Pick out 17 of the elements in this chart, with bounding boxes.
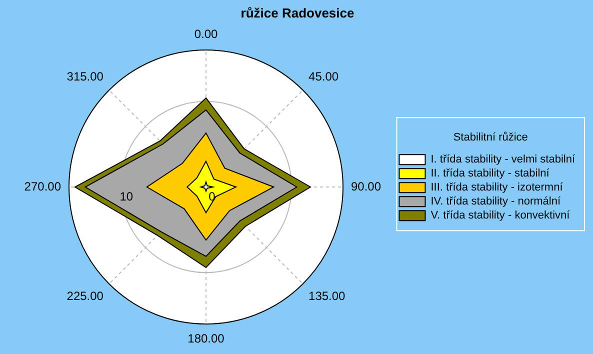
- legend-label: I. třída stability - velmi stabilní: [430, 154, 576, 166]
- chart-title: růžice Radovesice: [240, 5, 354, 20]
- legend-label: IV. třída stability - normální: [430, 196, 562, 208]
- legend-label: III. třída stability - izotermní: [430, 182, 564, 194]
- spoke-label: 135.00: [308, 289, 346, 304]
- legend-label: II. třída stability - stabilní: [430, 168, 550, 180]
- y-tick-label: 0: [208, 189, 216, 204]
- spoke-label: 0.00: [194, 27, 218, 42]
- spoke-label: 315.00: [66, 70, 104, 84]
- spoke-label: 45.00: [308, 70, 339, 84]
- spoke-label: 270.00: [24, 179, 62, 194]
- spoke-label: 180.00: [188, 332, 225, 346]
- spoke-label: 90.00: [351, 179, 382, 194]
- spoke-label: 225.00: [66, 289, 104, 304]
- legend-title: Stabilitní růžice: [453, 131, 528, 144]
- y-tick-label: 10: [120, 189, 134, 204]
- legend-label: V. třída stability - konvektivní: [430, 210, 571, 222]
